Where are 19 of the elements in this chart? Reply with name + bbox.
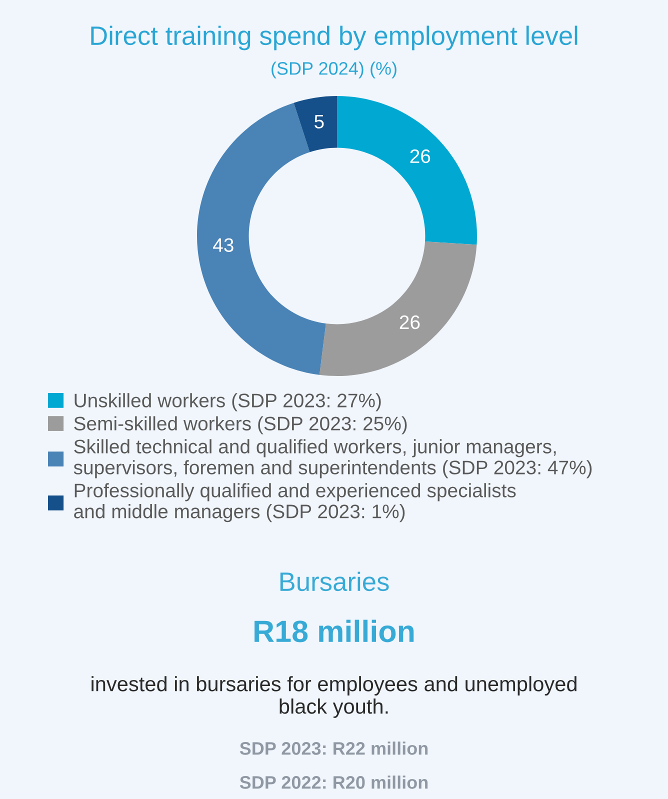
data-label: 43 <box>213 238 234 252</box>
legend-label: Unskilled workers (SDP 2023: 27%) <box>74 393 381 412</box>
text: invested in bursaries for employees and unemployed black youth. <box>92 676 576 718</box>
data-label: 26 <box>410 149 430 164</box>
data-label: 5 <box>314 114 324 129</box>
donut-slice <box>337 96 477 245</box>
donut-slice <box>319 242 477 376</box>
legend-label: Semi-skilled workers (SDP 2023: 25%) <box>74 416 407 434</box>
text: R18 million <box>254 620 414 642</box>
text: SDP 2023: R22 million <box>240 742 428 755</box>
chart-title: Direct training spend by employment level <box>91 26 578 50</box>
text: Bursaries <box>280 572 389 592</box>
legend-label: Professionally qualified and experienced specialists and middle managers (SDP 2023: 1%) <box>74 483 516 522</box>
donut-slice <box>294 96 337 152</box>
legend-label: Skilled technical and qualified workers, junior managers, supervisors, foremen and superintendents (SDP 2023: 47%) <box>74 439 592 478</box>
donut-slice <box>197 102 326 375</box>
chart-subtitle: (SDP 2024) (%) <box>272 62 396 78</box>
data-label: 26 <box>400 315 420 330</box>
text: SDP 2022: R20 million <box>240 776 428 789</box>
